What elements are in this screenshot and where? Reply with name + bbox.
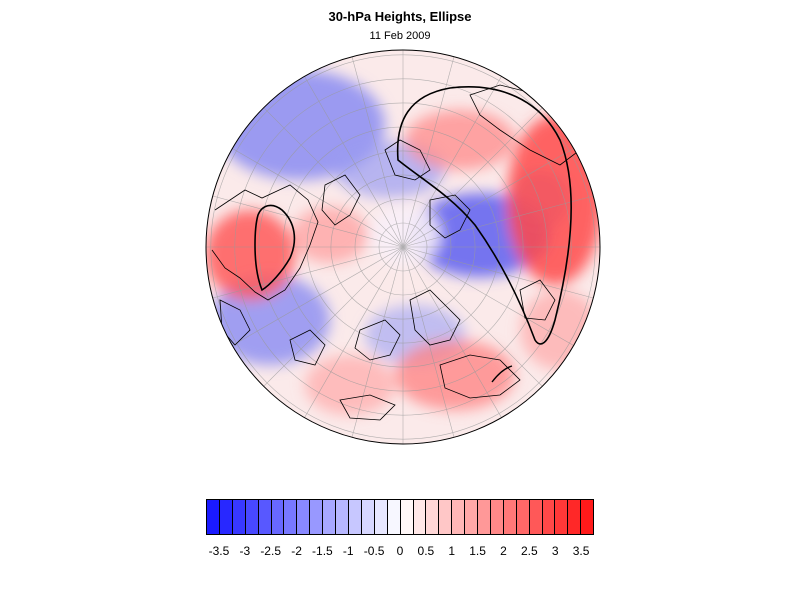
meridian-line xyxy=(402,107,543,248)
meridian-line xyxy=(402,246,574,346)
colorbar-cell xyxy=(323,500,337,534)
meridian-line xyxy=(402,246,455,438)
colorbar-tick-label: -3.5 xyxy=(208,544,230,558)
colorbar-cell xyxy=(400,500,414,534)
colorbar-tick-label: 2.5 xyxy=(520,544,538,558)
colorbar-tick-label: 2 xyxy=(500,544,507,558)
colorbar-tick-label: 1 xyxy=(448,544,456,558)
meridian-line xyxy=(232,246,404,346)
vortex-ellipse-secondary xyxy=(254,204,296,292)
meridian-line xyxy=(402,246,543,387)
colorbar-cell xyxy=(490,500,504,534)
colorbar-cell xyxy=(542,500,556,534)
colorbar-cell xyxy=(413,500,427,534)
map-title: 30-hPa Heights, Ellipse xyxy=(328,9,472,24)
colorbar-cell xyxy=(219,500,233,534)
colorbar xyxy=(206,499,594,535)
colorbar-tick-label: 3.5 xyxy=(572,544,590,558)
meridian-line xyxy=(402,195,594,248)
colorbar-cell xyxy=(387,500,401,534)
meridian-line xyxy=(402,246,502,418)
colorbar-cell xyxy=(439,500,453,534)
meridian-line xyxy=(351,246,404,438)
colorbar-cell xyxy=(310,500,324,534)
colorbar-tick-label: -1.5 xyxy=(312,544,333,558)
meridian-line xyxy=(304,246,404,418)
map-date: 11 Feb 2009 xyxy=(369,30,431,42)
colorbar-cell xyxy=(232,500,246,534)
colorbar-tick-label: -3 xyxy=(239,544,251,558)
colorbar-tick-label: 0 xyxy=(396,544,404,558)
colorbar-cell xyxy=(207,500,220,534)
colorbar-cell xyxy=(581,500,594,534)
colorbar-tick-label: -2.5 xyxy=(260,544,281,558)
colorbar-cell xyxy=(478,500,491,534)
meridian-line xyxy=(212,195,404,248)
colorbar-tick-label: 0.5 xyxy=(417,544,435,558)
colorbar-tick-label: 3 xyxy=(551,544,559,558)
meridian-line xyxy=(232,148,404,248)
colorbar-cell xyxy=(374,500,388,534)
meridian-line xyxy=(304,76,404,248)
vortex-ellipse-fragment xyxy=(491,365,513,383)
colorbar-cell xyxy=(503,500,517,534)
colorbar-cell xyxy=(529,500,543,534)
vortex-ellipse-main xyxy=(396,86,572,345)
graticule xyxy=(206,50,600,444)
colorbar-tick-label: -2 xyxy=(291,544,302,558)
colorbar-cell xyxy=(348,500,362,534)
meridian-line xyxy=(263,246,404,387)
colorbar-tick-label: 1.5 xyxy=(469,544,486,558)
map-boundary xyxy=(205,49,601,445)
colorbar-cell xyxy=(297,500,311,534)
colorbar-cell xyxy=(271,500,285,534)
meridian-line xyxy=(402,148,574,248)
meridian-line xyxy=(212,246,404,299)
colorbar-cell xyxy=(426,500,440,534)
meridian-line xyxy=(351,56,404,248)
colorbar-cell xyxy=(452,500,466,534)
coastlines xyxy=(211,84,581,421)
colorbar-labels: -3.5 -3 -2.5 -2 -1.5 -1 -0.5 0 0.5 1 1.5 2 2.5 3 3.5 xyxy=(0,544,800,560)
colorbar-cell xyxy=(258,500,272,534)
colorbar-tick-label: -0.5 xyxy=(363,544,385,558)
colorbar-cell xyxy=(465,500,479,534)
colorbar-tick-label: -1 xyxy=(342,544,354,558)
colorbar-cell xyxy=(336,500,349,534)
anomaly-field xyxy=(206,50,600,444)
meridian-line xyxy=(402,76,502,248)
colorbar-cell xyxy=(284,500,298,534)
colorbar-cell xyxy=(555,500,569,534)
colorbar-cell xyxy=(245,500,259,534)
colorbar-cell xyxy=(516,500,530,534)
meridian-line xyxy=(263,107,404,248)
colorbar-cell xyxy=(361,500,375,534)
colorbar-cell xyxy=(568,500,582,534)
